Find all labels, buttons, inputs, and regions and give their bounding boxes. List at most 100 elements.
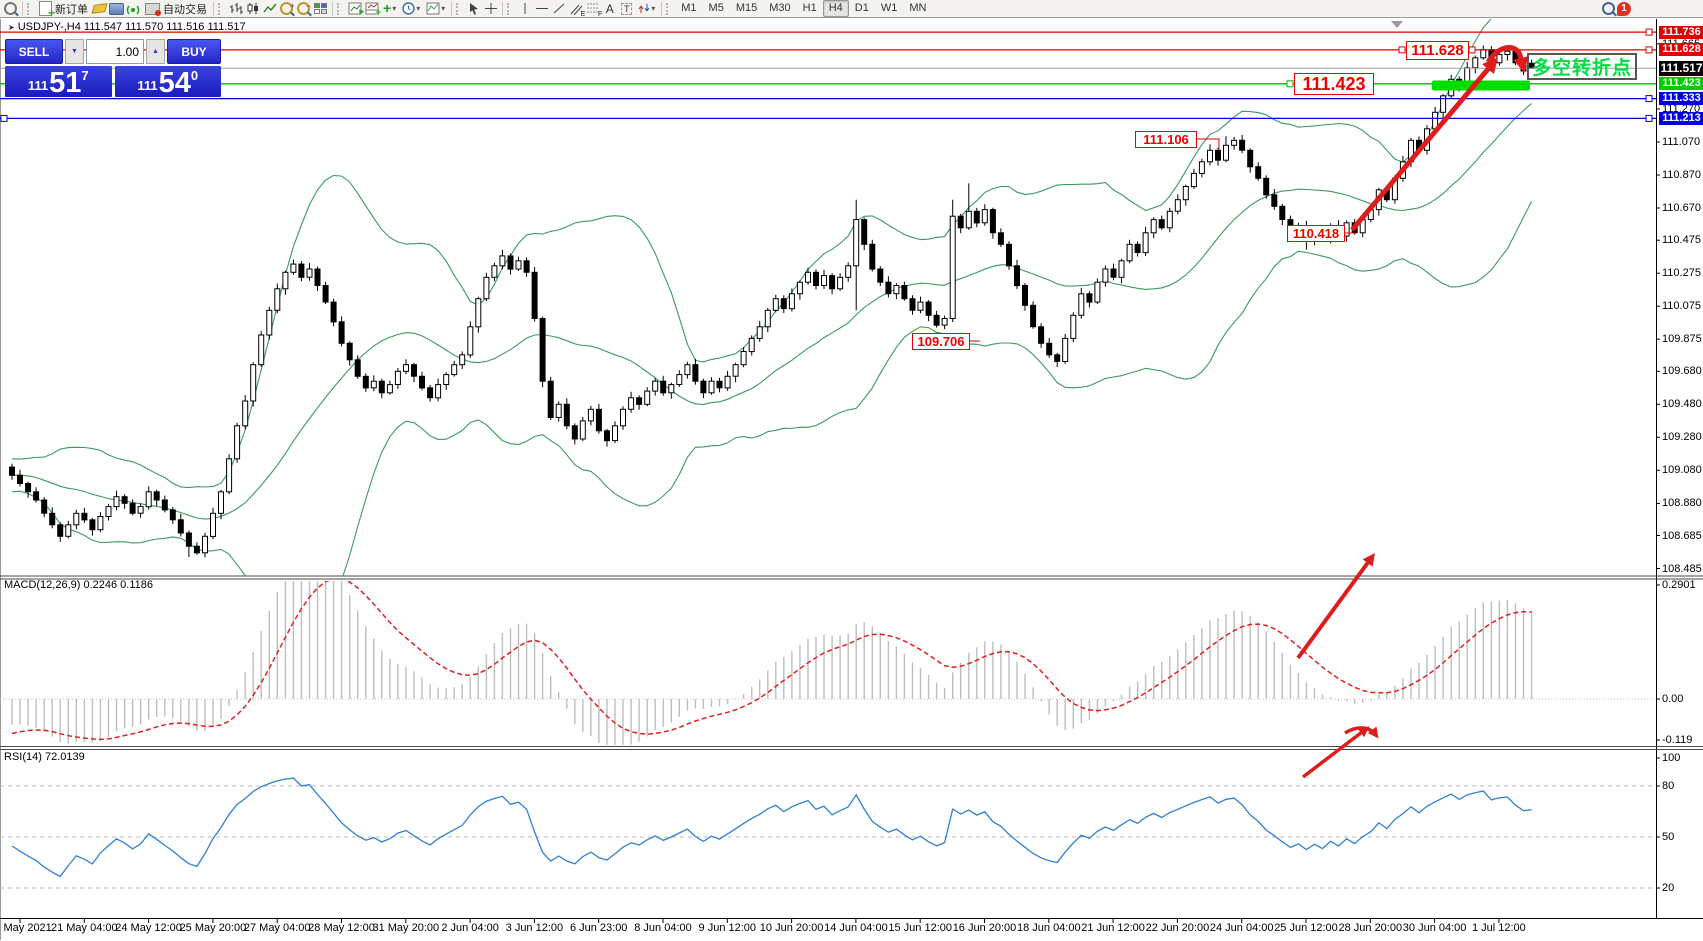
ask-price-tile[interactable]: 111 54 0: [114, 66, 221, 98]
callout-connector: [1197, 138, 1220, 149]
bid-price-tile[interactable]: 111 51 7: [5, 66, 112, 99]
time-label: 8 Jun 04:00: [634, 922, 692, 934]
bid-big: 51: [49, 67, 82, 99]
trendline-tool-icon[interactable]: [550, 1, 567, 16]
auto-trading-button[interactable]: 自动交易: [142, 1, 210, 17]
price-line-label-111.628[interactable]: 111.628: [1659, 43, 1703, 57]
arrows-tool-button[interactable]: ▾: [635, 1, 658, 17]
indicator-window-icon[interactable]: +: [363, 1, 381, 17]
line-handle[interactable]: [0, 114, 8, 122]
market-watch-icon[interactable]: [108, 1, 125, 16]
crosshair-tool-icon[interactable]: [482, 1, 499, 16]
price-line-label-111.213[interactable]: 111.213: [1659, 111, 1703, 125]
time-label: 16 Jun 20:00: [952, 922, 1017, 934]
rsi-panel: [0, 777, 1656, 889]
trend-arrow[interactable]: [1350, 57, 1499, 232]
price-callout-110.418[interactable]: 110.418: [1287, 225, 1345, 242]
template-button[interactable]: ▾: [423, 1, 448, 17]
zoom-in-icon[interactable]: +: [278, 1, 295, 16]
price-line-label-111.517[interactable]: 111.517: [1659, 60, 1703, 76]
search-icon[interactable]: [1600, 1, 1617, 16]
tf-M15[interactable]: M15: [735, 2, 758, 14]
auto-trading-label: 自动交易: [163, 3, 207, 16]
candle-chart-mode-icon[interactable]: [244, 1, 261, 16]
price-tick-label: 110.670: [1662, 202, 1701, 214]
price-tick-label: 110.475: [1662, 234, 1701, 247]
period-button[interactable]: ▾: [399, 1, 423, 17]
tf-D1[interactable]: D1: [854, 2, 869, 14]
timeframe-bar: M1 M5 M15 M30 H1 H4 D1 W1 MN: [675, 0, 932, 17]
time-label: 31 May 20:00: [372, 922, 440, 934]
notification-badge[interactable]: 1: [1617, 1, 1631, 16]
line-handle[interactable]: [1645, 46, 1653, 54]
fibonacci-tool-icon[interactable]: F: [584, 1, 602, 18]
text-tool-icon[interactable]: A: [605, 1, 614, 16]
price-line-label-111.333[interactable]: 111.333: [1659, 92, 1703, 106]
horizontal-line-tool-icon[interactable]: [533, 1, 550, 16]
turning-point-annotation[interactable]: 多空转折点: [1527, 53, 1637, 80]
data-window-icon[interactable]: ▸: [346, 1, 364, 16]
zoom-out-icon[interactable]: −: [295, 1, 312, 16]
bar-chart-mode-icon[interactable]: [227, 1, 244, 16]
reversal-arrow[interactable]: [1485, 45, 1529, 74]
chevron-down-icon: ▾: [392, 4, 397, 13]
line-handle[interactable]: [1468, 46, 1476, 54]
new-order-button[interactable]: 新订单: [36, 1, 91, 20]
bid-sup: 7: [81, 68, 89, 83]
tile-windows-icon[interactable]: [312, 1, 329, 16]
price-callout-111.423[interactable]: 111.423: [1294, 73, 1374, 95]
chart-shift-marker-icon[interactable]: [1391, 21, 1403, 28]
price-callout-111.628[interactable]: 111.628: [1406, 41, 1469, 60]
time-label: 14 Jun 04:00: [824, 922, 888, 934]
price-callout-109.706[interactable]: 109.706: [912, 333, 970, 350]
time-label: 27 May 04:00: [243, 922, 311, 934]
indicator-list-icon[interactable]: [91, 1, 108, 16]
text-label-tool-icon[interactable]: T: [618, 1, 635, 16]
time-label: 2 Jun 04:00: [441, 922, 499, 934]
trend-arrow[interactable]: [1296, 552, 1375, 660]
volume-down-button[interactable]: ▼: [65, 39, 84, 64]
tf-M1[interactable]: M1: [681, 2, 697, 14]
signals-icon[interactable]: [125, 1, 142, 16]
time-label: 28 May 12:00: [308, 922, 375, 934]
new-order-icon: [39, 1, 55, 20]
volume-up-button[interactable]: ▲: [146, 39, 165, 64]
line-handle[interactable]: [1645, 28, 1653, 36]
vertical-line-tool-icon[interactable]: [516, 1, 533, 16]
tf-W1[interactable]: W1: [880, 2, 898, 14]
add-indicator-button[interactable]: + ▾: [380, 1, 399, 17]
reversal-arrow[interactable]: [1344, 726, 1379, 739]
line-handle[interactable]: [1398, 46, 1406, 54]
time-label: 22 Jun 20:00: [1145, 922, 1210, 934]
highlight-bar[interactable]: [1432, 80, 1530, 91]
tf-M5[interactable]: M5: [708, 2, 724, 14]
new-order-label: 新订单: [55, 3, 88, 16]
time-label: 19 May 2021: [0, 922, 52, 934]
bid-prefix: 111: [27, 78, 49, 93]
ask-sup: 0: [190, 68, 199, 83]
line-chart-mode-icon[interactable]: [261, 1, 278, 16]
tf-M30[interactable]: M30: [769, 2, 791, 14]
line-handle[interactable]: [1645, 95, 1653, 103]
print-preview-icon[interactable]: [2, 1, 19, 16]
main-toolbar: 新订单 自动交易 + − ▸ + +▾ ▾ ▾ E F A T: [0, 0, 1703, 20]
line-handle[interactable]: [1286, 80, 1294, 88]
tf-H4[interactable]: H4: [822, 0, 849, 17]
sell-button[interactable]: SELL: [5, 39, 63, 64]
trend-arrow[interactable]: [1301, 726, 1370, 779]
line-handle[interactable]: [1645, 114, 1653, 122]
bollinger-bands: [11, 19, 1533, 576]
tf-H1[interactable]: H1: [802, 2, 817, 14]
volume-input[interactable]: [87, 40, 143, 63]
time-label: 1 Jul 12:00: [1471, 922, 1526, 934]
price-line-label-111.423[interactable]: 111.423: [1659, 77, 1703, 91]
auto-trading-icon: [145, 2, 161, 16]
buy-button[interactable]: BUY: [167, 39, 221, 64]
channel-tool-icon[interactable]: E: [567, 1, 585, 18]
tf-MN[interactable]: MN: [909, 2, 927, 14]
price-callout-111.106[interactable]: 111.106: [1135, 131, 1197, 148]
price-line-label-111.736[interactable]: 111.736: [1659, 25, 1703, 39]
cursor-tool-icon[interactable]: [465, 1, 482, 16]
